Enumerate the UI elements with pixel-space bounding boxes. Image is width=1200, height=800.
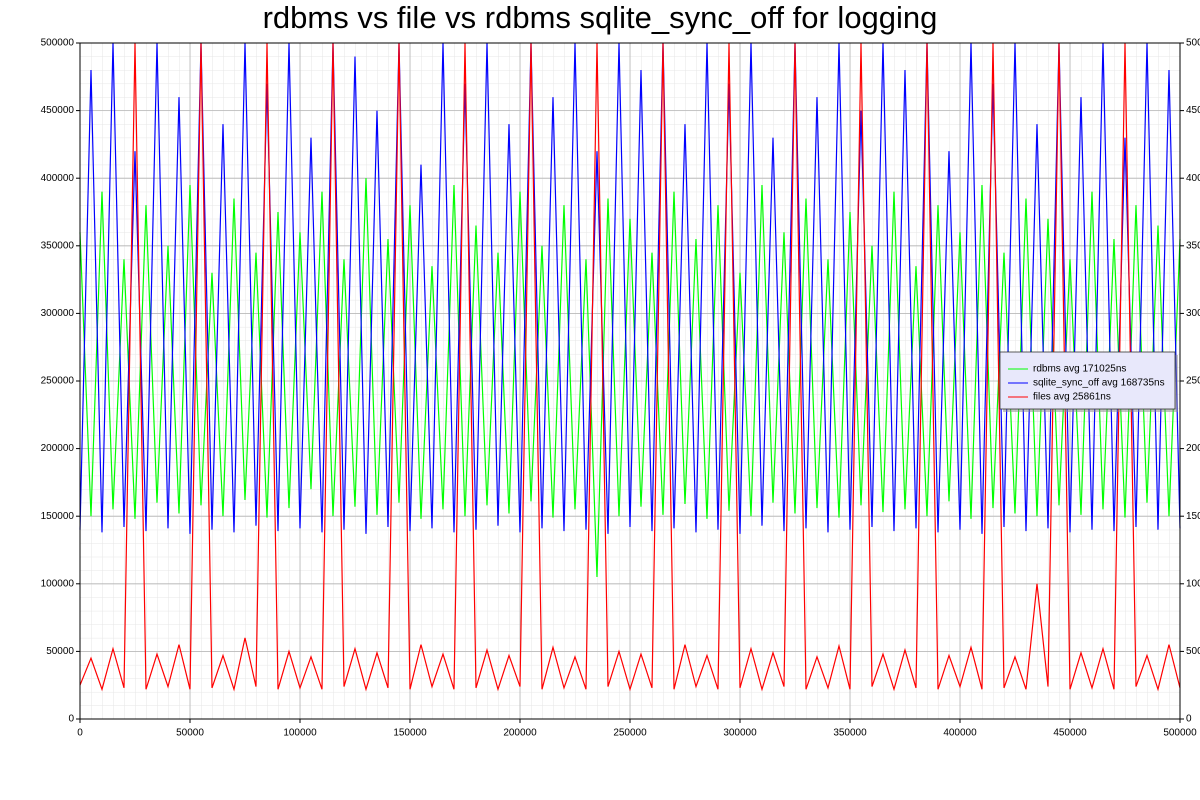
y-tick-label: 450000 <box>41 105 75 116</box>
axes: 0050000500001000001000001500001500002000… <box>41 38 1200 739</box>
x-tick-label: 300000 <box>723 728 757 739</box>
x-tick-label: 150000 <box>393 728 427 739</box>
legend-label: files avg 25861ns <box>1033 392 1111 403</box>
y2-tick-label: 350000 <box>1186 240 1200 251</box>
legend-label: sqlite_sync_off avg 168735ns <box>1033 378 1165 389</box>
y2-tick-label: 200000 <box>1186 443 1200 454</box>
x-tick-label: 500000 <box>1163 728 1197 739</box>
y-tick-label: 0 <box>68 714 74 725</box>
x-tick-label: 200000 <box>503 728 537 739</box>
chart-title: rdbms vs file vs rdbms sqlite_sync_off f… <box>263 0 938 35</box>
legend-box <box>999 351 1176 410</box>
x-tick-label: 450000 <box>1053 728 1087 739</box>
y-tick-label: 200000 <box>41 443 75 454</box>
plot-lines <box>79 42 1181 692</box>
y-tick-label: 250000 <box>41 376 75 387</box>
y-tick-label: 400000 <box>41 173 75 184</box>
y2-tick-label: 450000 <box>1186 105 1200 116</box>
y-tick-label: 300000 <box>41 308 75 319</box>
plot-frame <box>79 42 1181 720</box>
y-tick-label: 350000 <box>41 240 75 251</box>
series-line <box>79 178 1181 578</box>
y2-tick-label: 100000 <box>1186 578 1200 589</box>
y2-tick-label: 150000 <box>1186 511 1200 522</box>
y-tick-label: 100000 <box>41 578 75 589</box>
y2-tick-label: 0 <box>1186 714 1192 725</box>
y2-tick-label: 300000 <box>1186 308 1200 319</box>
y-tick-label: 50000 <box>46 646 74 657</box>
legend-label: rdbms avg 171025ns <box>1033 364 1126 375</box>
series-line <box>79 42 1181 692</box>
x-tick-label: 100000 <box>283 728 317 739</box>
x-tick-label: 350000 <box>833 728 867 739</box>
y2-tick-label: 250000 <box>1186 376 1200 387</box>
x-tick-label: 0 <box>77 728 83 739</box>
x-tick-label: 250000 <box>613 728 647 739</box>
y2-tick-label: 50000 <box>1186 646 1200 657</box>
legend: rdbms avg 171025ns sqlite_sync_off avg 16… <box>999 351 1178 412</box>
y2-tick-label: 400000 <box>1186 173 1200 184</box>
y-tick-label: 500000 <box>41 38 75 49</box>
x-tick-label: 50000 <box>176 728 204 739</box>
x-tick-label: 400000 <box>943 728 977 739</box>
y-tick-label: 150000 <box>41 511 75 522</box>
y2-tick-label: 500000 <box>1186 38 1200 49</box>
